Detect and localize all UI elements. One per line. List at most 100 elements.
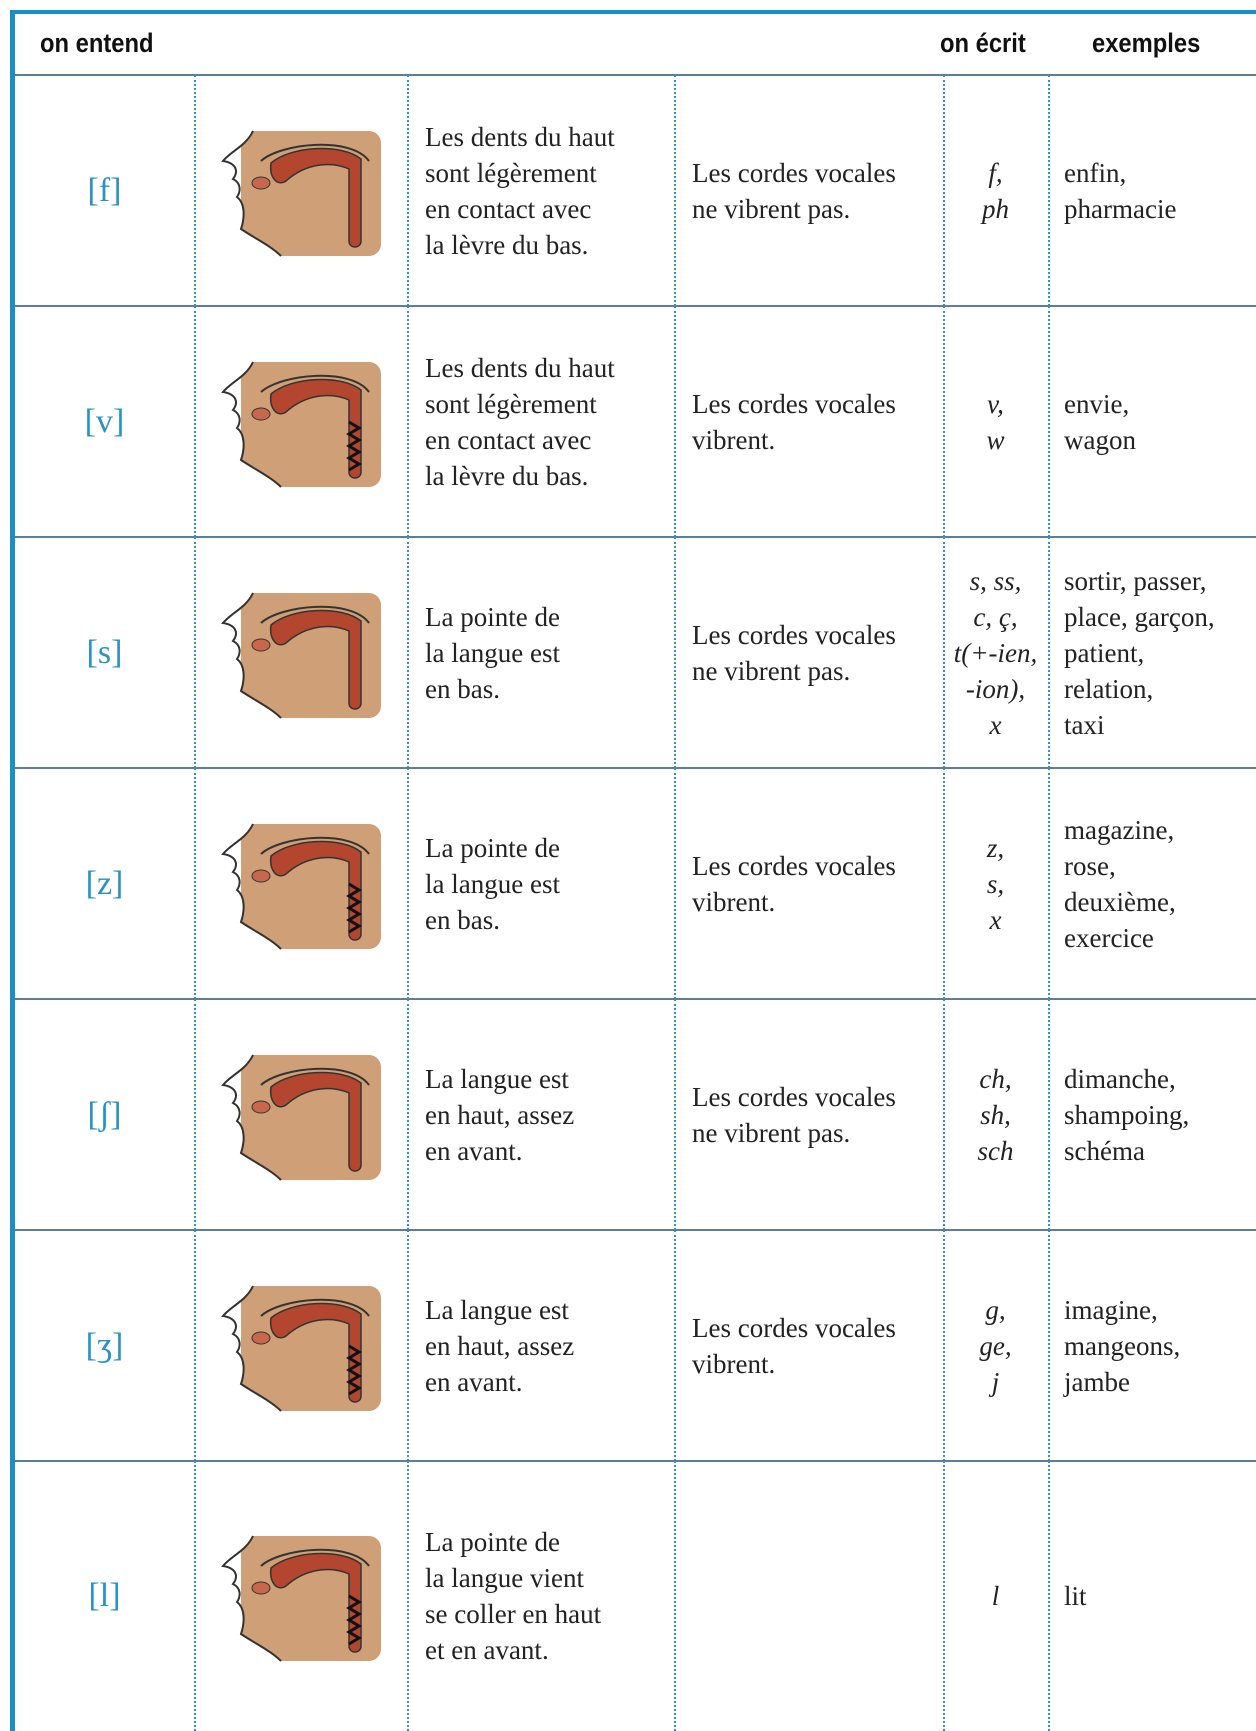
examples: magazine, rose, deuxième, exercice [1048,768,1256,999]
text-line: l [991,1581,1000,1611]
column-separator [943,537,945,768]
row-separator [15,998,1256,1000]
sound-symbol: [l] [88,1577,121,1614]
text-line: la langue vient [425,1563,584,1593]
text-line: -ion), [965,673,1026,704]
text-line: en haut, assez [425,1330,575,1361]
column-separator [943,999,945,1230]
text-line: c, ç, [973,601,1018,632]
text-line: exercice [1064,922,1154,953]
text-line: taxi [1064,709,1105,740]
spellings: l [943,1461,1048,1731]
text-line: ge, [979,1330,1012,1361]
examples: enfin, pharmacie [1048,75,1256,306]
text-line: place, garçon, [1064,601,1215,632]
mouth-diagram [220,823,381,950]
text-line: La pointe de [425,832,560,863]
spellings: ch, sh, sch [943,999,1048,1230]
sound-symbol: [v] [84,402,125,440]
text-line: s, [986,868,1005,899]
text-line: shampoing, [1064,1099,1190,1130]
header-sound: on entend [40,28,154,58]
diagram-cell [194,1230,407,1461]
column-separator [943,768,945,999]
row-separator [15,536,1256,538]
text-line: vibrent. [692,424,776,455]
text-line: ne vibrent pas. [692,1117,851,1148]
text-line: x [989,904,1002,935]
examples: sortir, passer, place, garçon, patient, rel… [1048,537,1256,768]
text-line: sont légèrement [425,388,597,419]
column-separator [1048,306,1050,537]
text-line: La langue est [425,1294,569,1325]
text-line: imagine, [1064,1294,1158,1325]
column-separator [1048,1461,1050,1731]
row-separator [15,305,1256,307]
text-line: lit [1064,1581,1087,1611]
vocal-cords [674,1461,943,1731]
diagram-cell [194,75,407,306]
examples: dimanche, shampoing, schéma [1048,999,1256,1230]
text-line: se coller en haut [425,1599,602,1629]
sound-symbol: [f] [87,171,122,209]
column-separator [194,768,196,999]
text-line: schéma [1064,1135,1145,1166]
column-separator [674,999,676,1230]
column-separator [407,999,409,1230]
column-separator [1048,768,1050,999]
mouth-diagram [220,592,381,719]
vocal-cords: Les cordes vocales vibrent. [674,306,943,537]
text-line: la langue est [425,637,560,668]
articulation: Les dents du haut sont légèrement en conta… [407,75,674,306]
text-line: pharmacie [1064,193,1177,224]
vocal-cords: Les cordes vocales vibrent. [674,768,943,999]
text-line: Les cordes vocales [692,157,896,188]
column-separator [674,768,676,999]
diagram-cell [194,999,407,1230]
text-line: envie, [1064,388,1130,419]
vocal-cords: Les cordes vocales vibrent. [674,1230,943,1461]
sound-symbol: [ʒ] [85,1326,124,1364]
column-separator [407,1461,409,1731]
column-separator [1048,537,1050,768]
articulation: La pointe de la langue est en bas. [407,768,674,999]
text-line: en contact avec [425,424,592,455]
articulation: La pointe de la langue est en bas. [407,537,674,768]
text-line: f, [988,157,1003,188]
diagram-cell [194,1461,407,1731]
text-line: en avant. [425,1366,523,1397]
text-line: Les cordes vocales [692,850,896,881]
column-separator [674,1230,676,1461]
text-line: sh, [980,1099,1011,1130]
column-separator [407,537,409,768]
text-line: La langue est [425,1063,569,1094]
articulation: La pointe de la langue vient se coller en … [407,1461,674,1731]
text-line: sont légèrement [425,157,597,188]
text-line: rose, [1064,850,1116,881]
text-line: en bas. [425,673,500,704]
frame-top [10,10,1256,14]
column-separator [194,537,196,768]
spellings: f, ph [943,75,1048,306]
text-line: la lèvre du bas. [425,229,589,260]
column-separator [194,999,196,1230]
text-line: en avant. [425,1135,523,1166]
diagram-cell [194,537,407,768]
text-line: patient, [1064,637,1145,668]
mouth-diagram [220,1535,381,1662]
text-line: Les cordes vocales [692,1081,896,1112]
column-separator [943,1230,945,1461]
text-line: jambe [1064,1366,1130,1397]
mouth-diagram [220,361,381,488]
column-separator [407,768,409,999]
row-separator [15,1460,1256,1462]
mouth-diagram [220,130,381,257]
text-line: la lèvre du bas. [425,460,589,491]
spellings: z, s, x [943,768,1048,999]
text-line: vibrent. [692,1348,776,1379]
column-separator [407,306,409,537]
text-line: s, ss, [969,565,1022,596]
text-line: ch, [979,1063,1012,1094]
text-line: magazine, [1064,814,1175,845]
text-line: sortir, passer, [1064,565,1207,596]
